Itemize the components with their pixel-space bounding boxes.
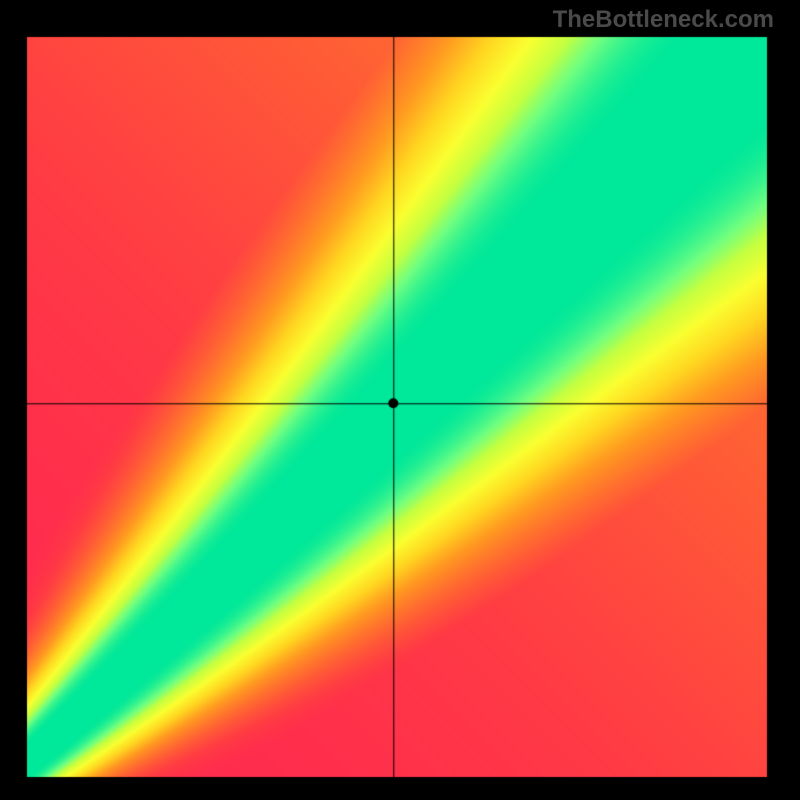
watermark-text: TheBottleneck.com bbox=[553, 6, 774, 34]
bottleneck-heatmap bbox=[0, 0, 800, 800]
chart-container: TheBottleneck.com bbox=[0, 0, 800, 800]
